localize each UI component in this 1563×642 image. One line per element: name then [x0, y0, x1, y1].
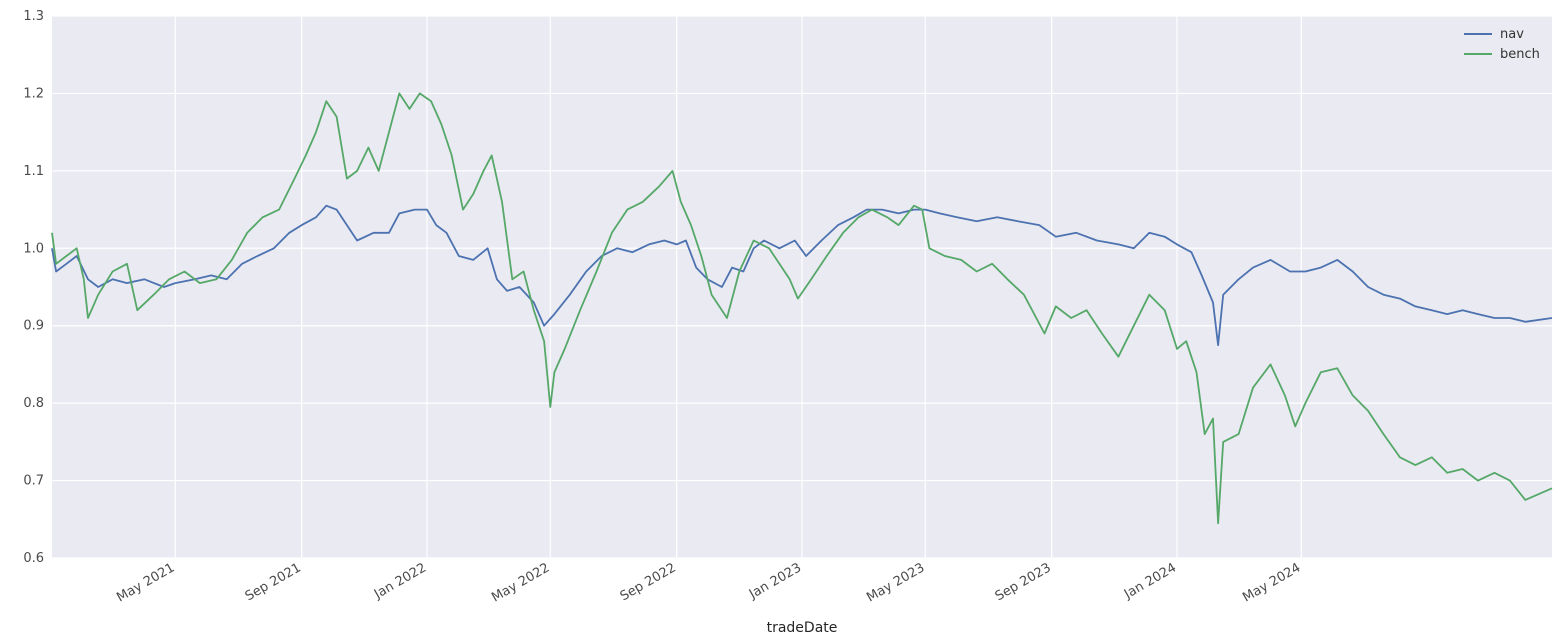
- y-tick-label: 0.7: [23, 474, 44, 489]
- y-tick-label: 1.0: [23, 241, 44, 256]
- grid-lines: [52, 15, 1552, 559]
- y-tick-label: 1.1: [23, 164, 44, 179]
- y-tick-label: 0.9: [23, 319, 44, 334]
- x-tick-label: Jan 2024: [1121, 560, 1179, 602]
- y-tick-label: 0.6: [23, 551, 44, 566]
- x-tick-label: May 2024: [1240, 560, 1303, 605]
- legend-label-bench: bench: [1500, 47, 1540, 62]
- series-line-nav: [51, 204, 1553, 347]
- x-axis-label: tradeDate: [767, 620, 838, 636]
- y-tick-label: 0.8: [23, 396, 44, 411]
- x-tick-label: May 2022: [489, 560, 552, 605]
- x-tick-label: May 2023: [864, 560, 927, 605]
- x-tick-label: Sep 2021: [243, 560, 304, 604]
- legend: nav bench: [1464, 27, 1540, 62]
- x-tick-label: Sep 2023: [993, 560, 1054, 604]
- series-line-bench: [51, 92, 1553, 525]
- legend-label-nav: nav: [1500, 27, 1524, 42]
- y-tick-label: 1.3: [23, 9, 44, 24]
- y-tick-label: 1.2: [23, 86, 44, 101]
- x-tick-label: Jan 2022: [371, 560, 429, 602]
- x-axis: May 2021 Sep 2021 Jan 2022 May 2022 Sep 2022…: [114, 560, 1303, 605]
- x-tick-label: Sep 2022: [618, 560, 679, 604]
- y-axis: 0.6 0.7 0.8 0.9 1.0 1.1 1.2 1.3: [23, 9, 44, 566]
- x-tick-label: Jan 2023: [746, 560, 804, 602]
- x-tick-label: May 2021: [114, 560, 177, 605]
- series-layer: [51, 92, 1553, 525]
